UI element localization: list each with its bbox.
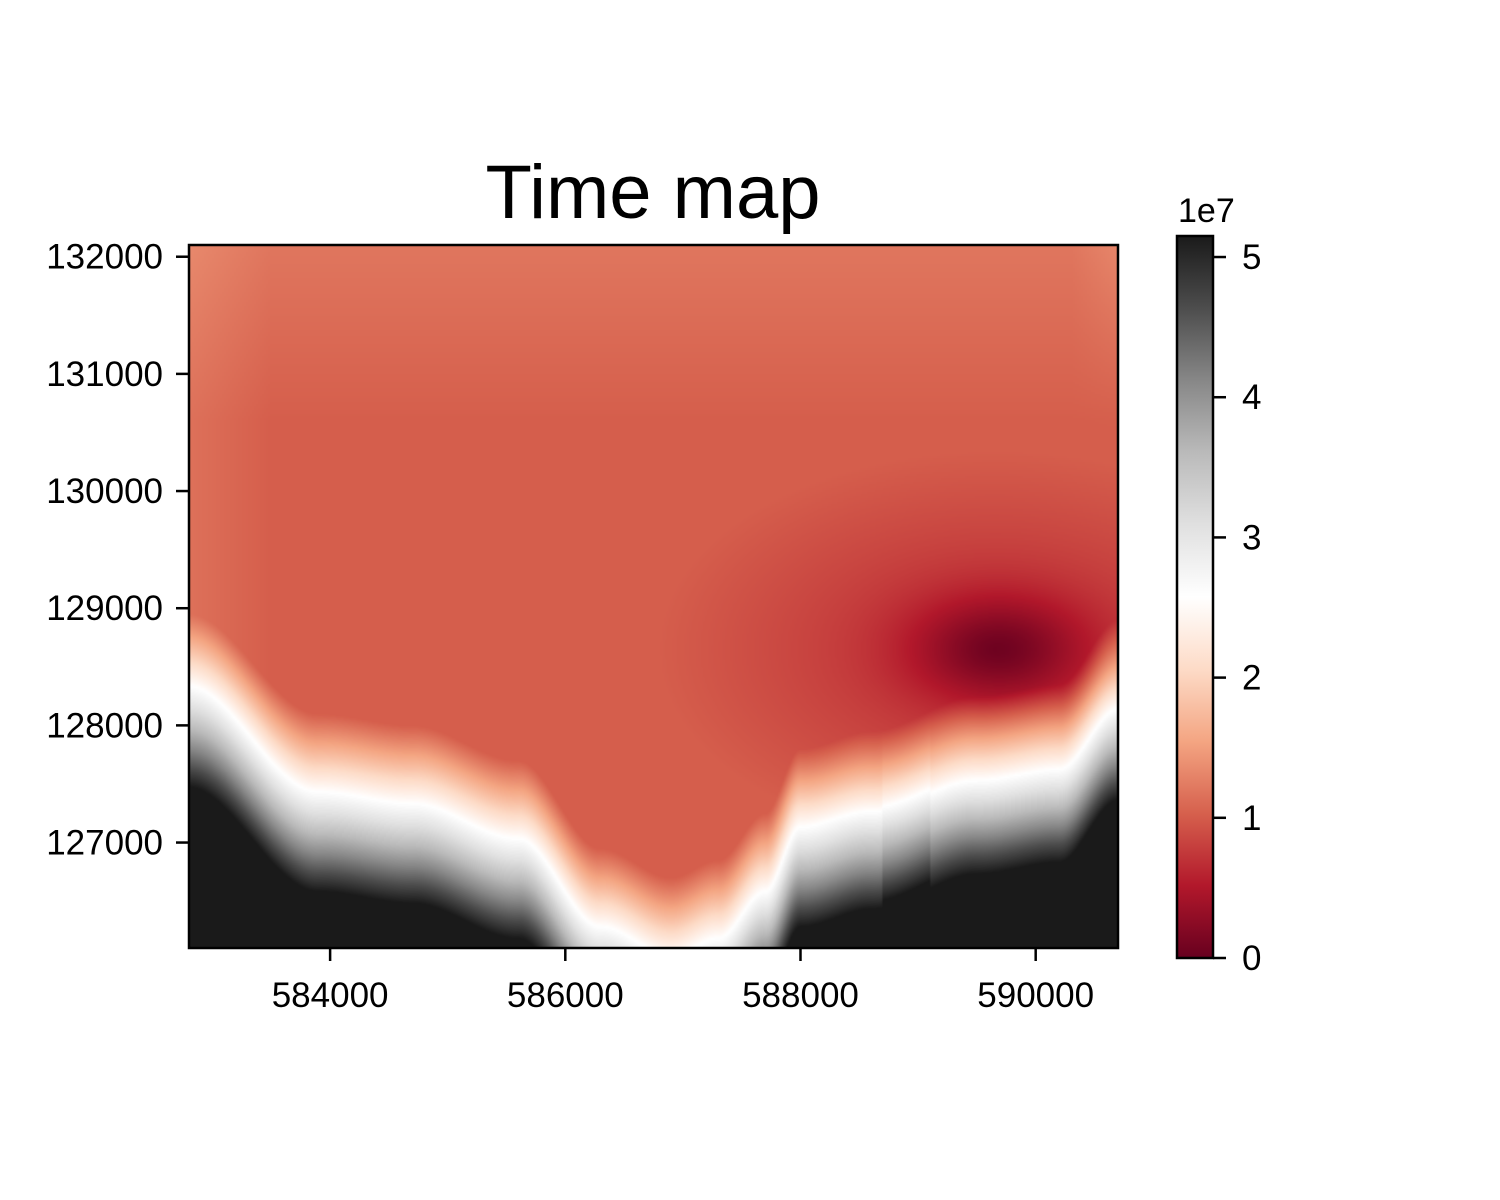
heatmap-surface xyxy=(189,245,1118,948)
plot-frame xyxy=(187,243,1120,950)
colorbar-tick-label: 4 xyxy=(1242,378,1261,417)
y-tick-label: 129000 xyxy=(46,589,163,628)
y-tick-label: 131000 xyxy=(46,355,163,394)
x-tick-label: 588000 xyxy=(742,976,859,1015)
chart-title: Time map xyxy=(485,150,820,235)
colorbar-scale xyxy=(1177,236,1213,958)
y-tick-label: 130000 xyxy=(46,472,163,511)
colorbar-tick-label: 2 xyxy=(1242,659,1261,698)
colorbar-frame xyxy=(1175,234,1215,960)
x-tick-label: 586000 xyxy=(507,976,624,1015)
y-tick-label: 127000 xyxy=(46,824,163,863)
colorbar-tick-label: 1 xyxy=(1242,799,1261,838)
colorbar-ticks: 0 1 2 3 4 5 xyxy=(1213,238,1261,978)
y-tick-label: 132000 xyxy=(46,238,163,277)
y-axis: 127000 128000 129000 130000 131000 132000 xyxy=(46,238,189,863)
colorbar-tick-label: 5 xyxy=(1242,238,1261,277)
x-tick-label: 590000 xyxy=(977,976,1094,1015)
plot-area xyxy=(189,245,1118,948)
x-tick-label: 584000 xyxy=(272,976,389,1015)
colorbar-offset-label: 1e7 xyxy=(1178,192,1235,230)
colorbar-tick-label: 0 xyxy=(1242,939,1261,978)
colorbar: 1e7 0 1 2 3 4 5 xyxy=(1175,192,1261,978)
y-tick-label: 128000 xyxy=(46,706,163,745)
colorbar-tick-label: 3 xyxy=(1242,518,1261,557)
x-axis: 584000 586000 588000 590000 xyxy=(272,948,1094,1015)
